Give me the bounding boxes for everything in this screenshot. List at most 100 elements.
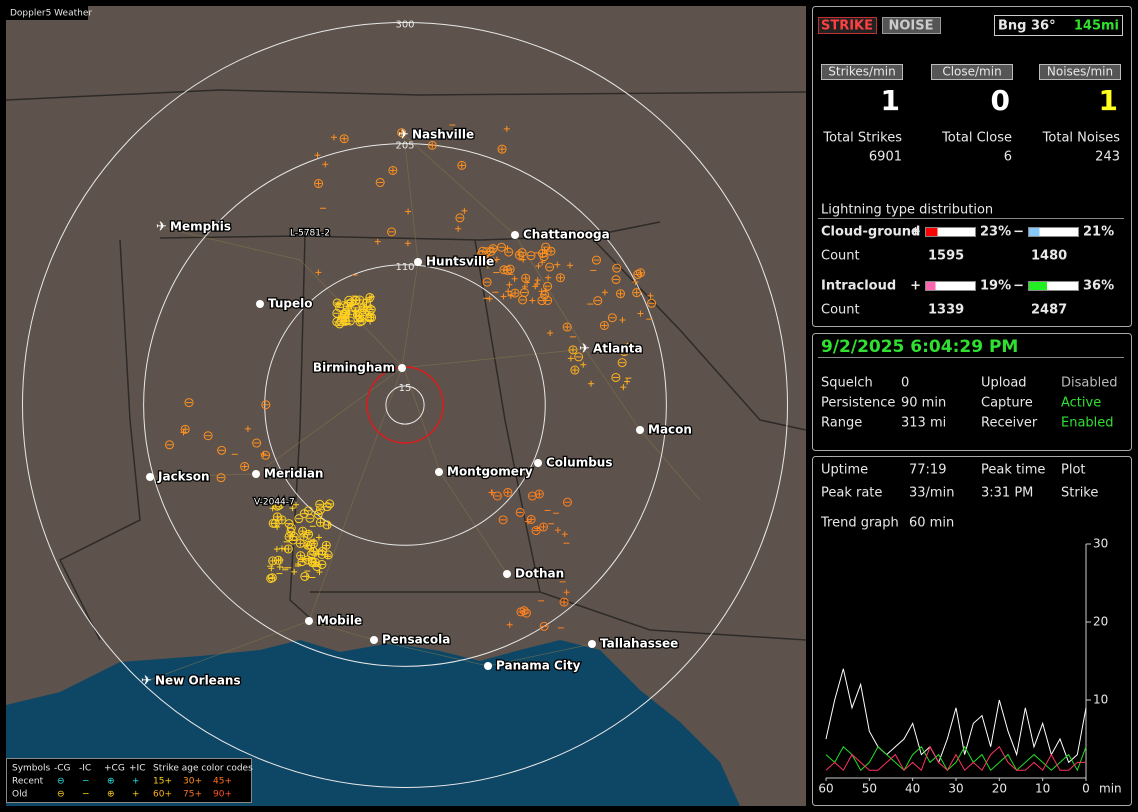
strike-symbol xyxy=(562,322,572,332)
x-tick-label: 30 xyxy=(948,782,963,796)
strike-symbol xyxy=(521,608,531,618)
status-label: Squelch xyxy=(821,376,873,391)
legend-label: Symbols xyxy=(12,764,51,774)
rate-label[interactable]: Close/min xyxy=(942,65,1001,79)
city-label: Memphis xyxy=(170,220,231,234)
strike-symbol xyxy=(534,489,544,499)
strike-symbol xyxy=(332,298,342,308)
strike-symbol xyxy=(387,227,397,237)
city-label: Meridian xyxy=(264,467,323,481)
y-tick-label: 10 xyxy=(1093,693,1108,707)
bar xyxy=(1029,228,1040,236)
strike-symbol xyxy=(300,571,310,581)
strike-symbol xyxy=(488,244,498,254)
count: 1595 xyxy=(928,249,964,264)
noise-button-label[interactable]: NOISE xyxy=(888,19,933,34)
stat: Trend graph xyxy=(820,516,899,531)
strike-symbol xyxy=(612,263,622,273)
strike-symbol xyxy=(607,313,617,323)
rate-label[interactable]: Noises/min xyxy=(1047,65,1113,79)
panel xyxy=(812,456,1132,806)
strike-symbol xyxy=(289,532,299,542)
legend-symbol: +CG xyxy=(104,764,125,774)
strike-symbol xyxy=(294,514,304,524)
strike-symbol xyxy=(302,555,312,565)
strike-symbol xyxy=(272,512,282,522)
strike-symbol xyxy=(559,597,569,607)
total-label: Total Close xyxy=(941,131,1012,146)
city-label: Tupelo xyxy=(268,297,313,311)
rate-value: 1 xyxy=(881,84,900,117)
strike-symbol xyxy=(505,264,515,274)
city-dot xyxy=(398,364,406,372)
strike-symbol xyxy=(539,522,549,532)
strike-symbol xyxy=(307,558,317,568)
airport-icon: ✈ xyxy=(156,220,167,235)
noise-button[interactable] xyxy=(882,17,941,34)
strike-symbol xyxy=(274,500,284,510)
strike-symbol xyxy=(273,555,283,565)
row-name: Cloud-ground xyxy=(821,225,920,240)
strike-symbol xyxy=(611,275,621,285)
legend-row-label: Recent xyxy=(12,777,44,787)
range-label: 205 xyxy=(395,141,414,152)
city-dot xyxy=(146,473,154,481)
status-value: Enabled xyxy=(1061,416,1114,431)
city-label: New Orleans xyxy=(155,674,241,688)
city-label: Chattanooga xyxy=(523,228,610,242)
divider xyxy=(818,218,1124,219)
percent: 36% xyxy=(1083,279,1114,294)
legend-age: 90+ xyxy=(213,790,232,800)
bar xyxy=(926,282,936,290)
strike-symbol xyxy=(340,309,350,319)
strike-symbol xyxy=(345,316,355,326)
city-dot xyxy=(305,617,313,625)
strike-symbol xyxy=(615,289,625,299)
x-tick-label: 10 xyxy=(1035,782,1050,796)
bar-frame xyxy=(925,281,976,291)
strike-symbol xyxy=(617,358,627,368)
legend-symbol: -CG xyxy=(54,764,71,774)
status-label: Capture xyxy=(981,396,1033,411)
strike-symbol xyxy=(503,487,513,497)
city-dot xyxy=(484,662,492,670)
trend-line xyxy=(825,745,1087,772)
rate-label[interactable]: Strikes/min xyxy=(828,65,895,79)
x-tick-label: 40 xyxy=(905,782,920,796)
total-value: 243 xyxy=(1095,150,1120,165)
track-label: L-5781-2 xyxy=(290,229,330,239)
strike-symbol xyxy=(317,559,327,569)
city-label: Tallahassee xyxy=(600,637,678,651)
city-dot xyxy=(588,640,596,648)
stat: Uptime xyxy=(821,463,868,478)
badge-text: Doppler5 Weather xyxy=(10,9,92,19)
percent: 21% xyxy=(1083,225,1114,240)
legend-icon: + xyxy=(132,777,140,787)
divider xyxy=(818,357,1124,358)
sign: − xyxy=(1013,279,1024,294)
x-tick-label: 60 xyxy=(818,782,833,796)
strike-symbol xyxy=(261,450,271,460)
legend-age: 30+ xyxy=(183,777,202,787)
city-label: Montgomery xyxy=(447,465,533,479)
strike-symbol xyxy=(515,507,525,517)
city-dot xyxy=(252,470,260,478)
strike-symbol xyxy=(397,128,407,138)
bearing: Bng 36° xyxy=(998,19,1056,34)
x-tick-label: 50 xyxy=(862,782,877,796)
strike-button-label[interactable]: STRIKE xyxy=(821,19,873,34)
count-label: Count xyxy=(821,249,860,264)
strike-symbol xyxy=(165,440,175,450)
city-dot xyxy=(636,426,644,434)
track-label: V-2044-7 xyxy=(254,498,295,508)
rate-button[interactable] xyxy=(931,64,1013,80)
rate-button[interactable] xyxy=(821,64,903,80)
total-label: Total Strikes xyxy=(822,131,902,146)
strike-button[interactable] xyxy=(818,17,877,34)
legend-symbol: -IC xyxy=(79,764,91,774)
strike-symbol xyxy=(375,177,385,187)
badge xyxy=(6,6,88,20)
strike-symbol xyxy=(339,134,349,144)
rate-button[interactable] xyxy=(1039,64,1121,80)
strike-symbol xyxy=(252,438,262,448)
